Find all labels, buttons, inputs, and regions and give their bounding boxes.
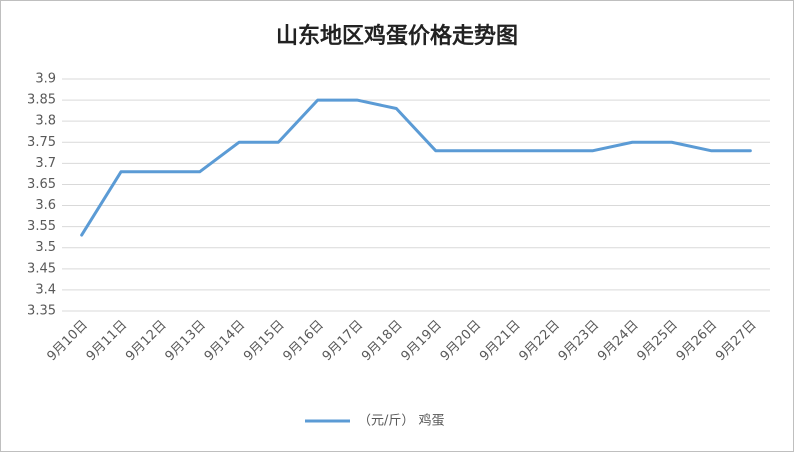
y-tick-label: 3.8 [35,114,56,129]
y-tick-label: 3.7 [35,156,56,171]
y-tick-label: 3.65 [27,177,56,192]
legend-label: （元/斤） 鸡蛋 [358,413,445,429]
y-tick-label: 3.35 [27,304,56,319]
y-tick-label: 3.85 [27,93,56,108]
y-tick-label: 3.9 [35,72,56,87]
data-line [80,98,752,237]
y-tick-label: 3.75 [27,135,56,150]
chart-title: 山东地区鸡蛋价格走势图 [276,23,518,49]
y-tick-label: 3.5 [35,240,56,255]
y-tick-label: 3.6 [35,198,56,213]
y-tick-label: 3.4 [35,282,56,297]
y-tick-label: 3.55 [27,219,56,234]
y-tick-label: 3.45 [27,261,56,276]
